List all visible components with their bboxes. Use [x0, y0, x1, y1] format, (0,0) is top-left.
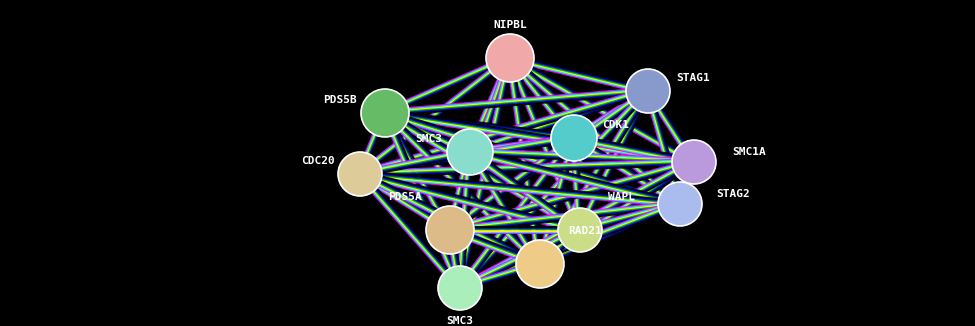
Circle shape	[438, 266, 482, 310]
Text: PDS5B: PDS5B	[324, 95, 357, 105]
Text: SMC3: SMC3	[447, 316, 474, 326]
Text: STAG1: STAG1	[676, 73, 710, 83]
Text: NIPBL: NIPBL	[493, 20, 526, 30]
Text: WAPL: WAPL	[608, 192, 635, 202]
Circle shape	[361, 89, 409, 137]
Text: SMC1A: SMC1A	[732, 147, 765, 157]
Circle shape	[338, 152, 382, 196]
Circle shape	[551, 115, 597, 161]
Text: CDK1: CDK1	[602, 120, 629, 130]
Circle shape	[447, 129, 493, 175]
Circle shape	[516, 240, 564, 288]
Circle shape	[426, 206, 474, 254]
Text: SMC3: SMC3	[415, 134, 442, 144]
Text: PDS5A: PDS5A	[388, 192, 422, 202]
Text: RAD21: RAD21	[568, 226, 602, 236]
Circle shape	[672, 140, 716, 184]
Circle shape	[558, 208, 602, 252]
Circle shape	[626, 69, 670, 113]
Text: CDC20: CDC20	[301, 156, 335, 166]
Text: STAG2: STAG2	[716, 189, 750, 199]
Circle shape	[486, 34, 534, 82]
Circle shape	[658, 182, 702, 226]
